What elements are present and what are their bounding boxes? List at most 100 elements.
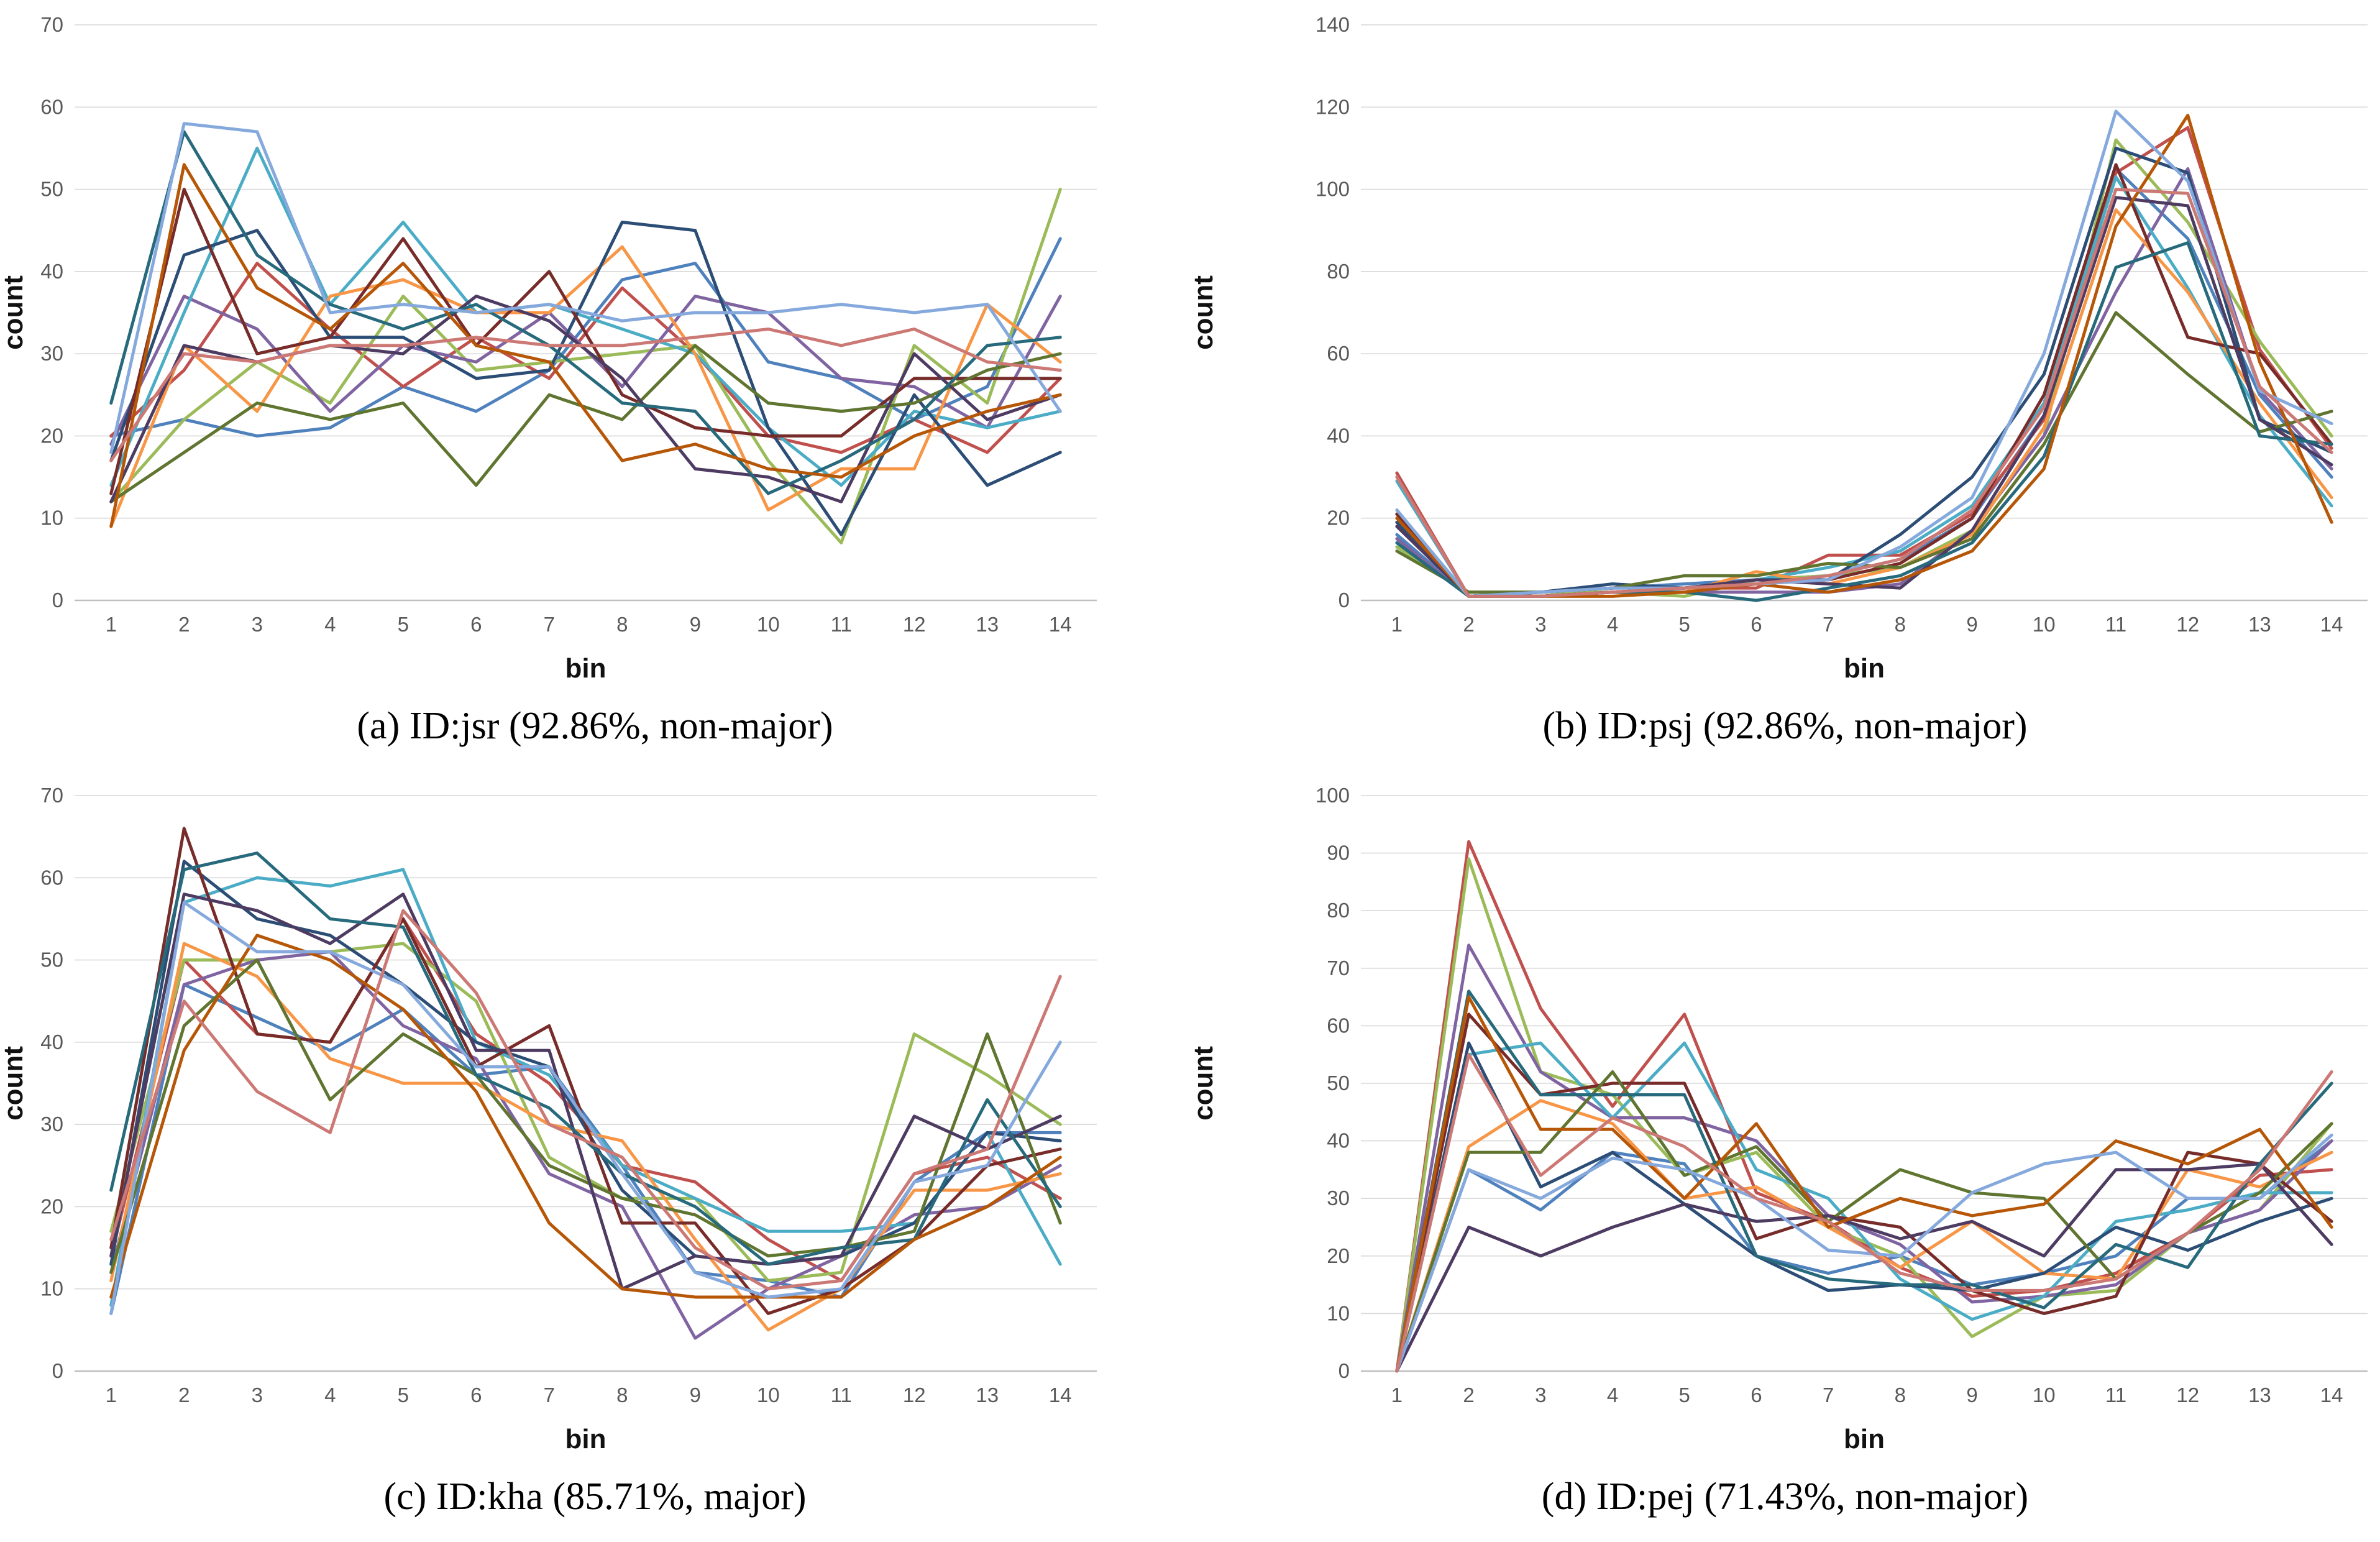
x-tick-label: 5	[398, 1384, 409, 1407]
series-line-green	[1395, 857, 2333, 1373]
x-tick-label: 9	[690, 1384, 701, 1407]
series-line-darkgreen	[109, 958, 1062, 1274]
y-tick-label: 40	[1327, 424, 1350, 447]
series-line-darkblue	[109, 860, 1062, 1266]
x-axis-title: bin	[1844, 653, 1885, 684]
x-tick-label: 14	[1049, 1384, 1072, 1407]
x-tick-label: 13	[976, 613, 999, 636]
x-tick-label: 12	[2176, 1384, 2199, 1407]
series-line-blue	[109, 237, 1062, 438]
y-tick-label: 10	[1327, 1301, 1350, 1324]
x-tick-label: 2	[178, 1384, 190, 1407]
y-tick-label: 0	[52, 1359, 63, 1382]
series-line-purple	[109, 950, 1062, 1340]
series-line-red	[1395, 840, 2333, 1373]
x-tick-label: 8	[1895, 1384, 1906, 1407]
x-tick-label: 4	[324, 613, 336, 636]
y-tick-label: 50	[40, 948, 63, 971]
x-tick-label: 12	[2176, 613, 2199, 636]
x-tick-label: 10	[757, 1384, 780, 1407]
y-tick-label: 60	[40, 866, 63, 889]
x-tick-label: 6	[470, 613, 482, 636]
series-line-darkorange	[109, 163, 1062, 528]
y-tick-label: 30	[1327, 1186, 1350, 1209]
series-line-darkgreen	[109, 344, 1062, 503]
y-tick-label: 50	[1327, 1072, 1350, 1095]
caption-d: (d) ID:pej (71.43%, non-major)	[1541, 1475, 2029, 1518]
x-tick-label: 11	[2105, 613, 2126, 636]
series-line-lightblue	[109, 901, 1062, 1315]
series-line-lightblue	[1395, 1133, 2333, 1373]
series-line-cyan	[109, 146, 1062, 487]
series-line-darkgreen	[1395, 311, 2333, 594]
series-line-darkcyan	[1395, 989, 2333, 1373]
y-axis-title: count	[0, 275, 29, 350]
y-tick-label: 40	[40, 1030, 63, 1053]
x-tick-label: 12	[903, 613, 926, 636]
y-tick-label: 80	[1327, 260, 1350, 283]
x-tick-label: 2	[1463, 613, 1474, 636]
x-tick-label: 1	[106, 613, 117, 636]
series-line-salmon	[1395, 188, 2333, 598]
x-axis-title: bin	[565, 1424, 606, 1454]
y-tick-label: 60	[1327, 1014, 1350, 1037]
x-tick-label: 5	[1679, 613, 1690, 636]
x-tick-label: 10	[2033, 613, 2056, 636]
series-line-salmon	[109, 327, 1062, 462]
series-line-orange	[109, 245, 1062, 528]
x-tick-label: 3	[1535, 613, 1546, 636]
x-tick-label: 6	[1751, 613, 1762, 636]
x-tick-label: 8	[1895, 613, 1906, 636]
y-tick-label: 70	[40, 13, 63, 36]
series-line-cyan	[1395, 1041, 2333, 1373]
x-tick-label: 10	[2033, 1384, 2056, 1407]
y-tick-label: 30	[40, 1113, 63, 1136]
y-tick-label: 20	[40, 424, 63, 447]
y-axis-title: count	[1190, 1046, 1219, 1121]
x-tick-label: 8	[616, 613, 628, 636]
x-tick-label: 13	[976, 1384, 999, 1407]
x-tick-label: 12	[903, 1384, 926, 1407]
y-tick-label: 100	[1316, 178, 1350, 201]
y-tick-label: 100	[1316, 784, 1350, 807]
x-tick-label: 9	[1966, 613, 1977, 636]
series-line-darkpurple	[109, 893, 1062, 1291]
chart-panel-a: 0 10 20 30 40 50 60 70 1 2 3 4 5 6 7 8 9 10 11 12 13 14 bin cou…	[0, 0, 1190, 771]
x-tick-label: 1	[106, 1384, 117, 1407]
series-line-purple	[1395, 167, 2333, 598]
caption-a: (a) ID:jsr (92.86%, non-major)	[357, 705, 833, 747]
y-tick-label: 10	[40, 507, 63, 530]
x-tick-label: 7	[544, 613, 555, 636]
y-tick-label: 90	[1327, 842, 1350, 865]
series-line-darkred	[109, 188, 1062, 495]
series-line-darkblue	[109, 220, 1062, 536]
series-line-blue	[109, 983, 1062, 1315]
y-tick-label: 120	[1316, 95, 1350, 118]
series-line-salmon	[109, 909, 1062, 1291]
series-line-red	[1395, 126, 2333, 598]
series-line-cyan	[1395, 175, 2333, 598]
x-tick-label: 8	[616, 1384, 628, 1407]
series-line-blue	[1395, 1139, 2333, 1373]
x-tick-label: 11	[2105, 1384, 2126, 1407]
series-line-darkorange	[1395, 995, 2333, 1373]
y-tick-label: 20	[1327, 1244, 1350, 1267]
x-tick-label: 13	[2248, 1384, 2271, 1407]
series-line-lightblue	[109, 122, 1062, 454]
x-tick-label: 14	[1049, 613, 1072, 636]
x-tick-label: 2	[1463, 1384, 1474, 1407]
x-tick-label: 13	[2248, 613, 2271, 636]
y-tick-label: 40	[1327, 1129, 1350, 1152]
y-tick-label: 70	[1327, 957, 1350, 980]
x-tick-label: 7	[1823, 1384, 1834, 1407]
x-tick-label: 4	[1607, 1384, 1618, 1407]
y-tick-label: 40	[40, 260, 63, 283]
series-line-green	[109, 188, 1062, 544]
x-tick-label: 3	[252, 613, 263, 636]
x-tick-label: 5	[398, 613, 409, 636]
y-tick-label: 20	[40, 1195, 63, 1218]
